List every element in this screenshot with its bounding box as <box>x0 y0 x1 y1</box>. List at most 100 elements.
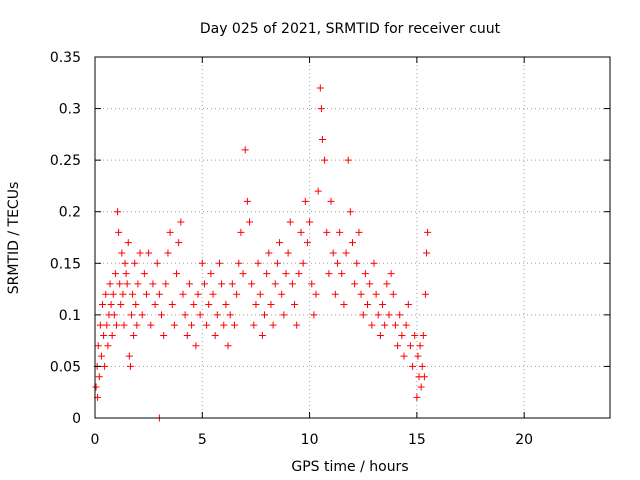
data-point <box>295 270 303 278</box>
data-point <box>118 249 126 257</box>
axis-ticks <box>94 56 610 419</box>
data-point <box>158 311 166 319</box>
data-point <box>306 218 314 226</box>
data-point <box>100 331 108 339</box>
data-point <box>383 280 391 288</box>
data-point <box>355 228 363 236</box>
data-point <box>235 259 243 267</box>
data-point <box>155 290 163 298</box>
data-point <box>168 301 176 309</box>
x-tick-label: 0 <box>91 432 100 448</box>
data-point <box>125 352 133 360</box>
data-point <box>417 383 425 391</box>
data-point <box>381 321 389 329</box>
data-point <box>267 301 275 309</box>
data-point <box>269 321 277 329</box>
data-point <box>284 249 292 257</box>
data-point <box>340 301 348 309</box>
data-point <box>338 270 346 278</box>
data-point <box>190 301 198 309</box>
data-point <box>286 218 294 226</box>
data-point <box>138 311 146 319</box>
y-tick-label: 0.35 <box>50 50 81 66</box>
data-point <box>327 197 335 205</box>
data-point <box>153 259 161 267</box>
data-point <box>372 290 380 298</box>
data-point <box>346 208 354 216</box>
data-point <box>133 321 141 329</box>
data-point <box>112 321 120 329</box>
data-point <box>398 331 406 339</box>
data-point <box>143 290 150 298</box>
data-point <box>263 270 271 278</box>
data-point <box>258 331 266 339</box>
data-point <box>183 331 191 339</box>
data-point <box>115 228 123 236</box>
data-point <box>344 156 352 164</box>
y-tick-label: 0.3 <box>59 102 81 118</box>
data-point <box>419 331 427 339</box>
data-point <box>230 321 238 329</box>
x-tick-label: 5 <box>198 432 207 448</box>
data-point <box>160 331 168 339</box>
data-point <box>423 249 431 257</box>
data-point <box>130 331 138 339</box>
data-point <box>353 259 361 267</box>
data-point <box>237 228 245 236</box>
data-point <box>361 270 369 278</box>
data-point <box>222 301 230 309</box>
data-point <box>215 259 223 267</box>
data-point <box>314 187 322 195</box>
data-point <box>147 321 155 329</box>
gridlines <box>95 57 610 418</box>
data-point <box>421 290 429 298</box>
data-point <box>117 301 125 309</box>
data-point <box>318 136 326 144</box>
data-point <box>329 249 337 257</box>
data-point <box>224 342 232 350</box>
data-point <box>194 290 202 298</box>
data-point <box>366 280 374 288</box>
data-point <box>123 280 131 288</box>
data-point <box>276 239 284 247</box>
data-point <box>389 290 397 298</box>
data-point <box>140 270 148 278</box>
data-point <box>331 290 339 298</box>
data-point <box>256 290 264 298</box>
data-point <box>162 280 170 288</box>
data-point <box>420 373 428 381</box>
data-point <box>198 259 206 267</box>
data-point <box>248 280 256 288</box>
data-point <box>278 290 286 298</box>
y-tick-label: 0 <box>72 411 81 427</box>
data-point <box>252 301 260 309</box>
data-point <box>179 290 187 298</box>
data-point <box>333 259 341 267</box>
data-point <box>145 249 153 257</box>
data-point <box>374 311 382 319</box>
y-tick-label: 0.2 <box>59 205 81 221</box>
data-point <box>103 321 111 329</box>
data-point <box>317 105 325 113</box>
data-point <box>126 362 134 370</box>
x-tick-labels: 0 5 10 15 20 <box>91 432 534 448</box>
data-point <box>111 270 119 278</box>
data-point <box>400 352 408 360</box>
data-point <box>106 280 114 288</box>
data-point <box>411 331 419 339</box>
data-point <box>364 301 372 309</box>
data-point <box>166 228 174 236</box>
data-point <box>102 290 110 298</box>
data-point <box>132 301 140 309</box>
data-point <box>164 249 172 257</box>
chart-title: Day 025 of 2021, SRMTID for receiver cuu… <box>200 21 501 37</box>
data-point <box>220 321 228 329</box>
data-point <box>424 228 432 236</box>
data-point <box>131 259 139 267</box>
data-point <box>250 321 258 329</box>
data-point <box>413 393 421 401</box>
data-point <box>151 301 159 309</box>
y-axis-label: SRMTID / TECUs <box>6 182 22 295</box>
x-axis-label: GPS time / hours <box>291 459 408 475</box>
data-point <box>175 239 183 247</box>
